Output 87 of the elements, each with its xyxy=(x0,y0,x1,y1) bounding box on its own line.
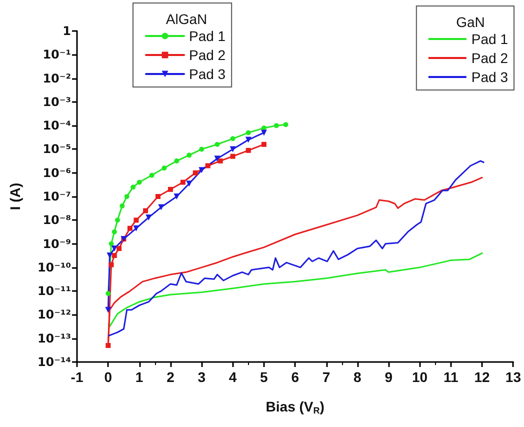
legend-label: Pad 3 xyxy=(189,66,226,82)
text: AlGaN xyxy=(166,11,208,27)
point xyxy=(120,203,125,208)
point xyxy=(112,229,117,234)
x-tick-label: 12 xyxy=(474,369,490,385)
point xyxy=(108,241,114,246)
point xyxy=(136,180,142,185)
point xyxy=(105,306,112,313)
x-tick-label: 13 xyxy=(505,369,522,385)
point xyxy=(174,194,180,200)
point xyxy=(149,172,154,178)
x-tick-label: 7 xyxy=(322,369,330,385)
y-tick-label: 10⁻¹ xyxy=(42,48,71,62)
point xyxy=(162,166,167,171)
point xyxy=(283,122,288,128)
point xyxy=(108,262,114,268)
x-tick-label: 4 xyxy=(228,369,237,385)
point xyxy=(112,252,117,258)
y-tick-label: 10⁻⁴ xyxy=(42,118,71,133)
legend-label: Pad 2 xyxy=(189,47,226,63)
x-tick-label: -1 xyxy=(70,369,84,385)
line-series xyxy=(108,252,483,328)
point xyxy=(130,184,136,190)
y-tick-label: 10⁻³ xyxy=(42,94,71,109)
point xyxy=(115,218,120,223)
y-tick-label: 10⁻² xyxy=(42,71,71,86)
x-tick-label: 2 xyxy=(166,369,175,385)
point xyxy=(245,136,252,143)
y-tick-label: 10⁻¹¹ xyxy=(37,284,71,298)
x-tick-label: 11 xyxy=(443,369,459,385)
point xyxy=(156,194,161,199)
point xyxy=(158,204,164,210)
y-tick-label: 10⁻⁸ xyxy=(42,213,71,228)
x-tick-label: 8 xyxy=(354,369,362,385)
y-tick-label: 10⁻¹⁴ xyxy=(37,355,71,369)
point xyxy=(205,163,210,168)
point xyxy=(174,158,180,164)
y-axis-title: I (A) xyxy=(7,182,23,210)
legend-label: Pad 3 xyxy=(471,69,508,85)
point xyxy=(124,194,130,199)
point xyxy=(230,146,236,152)
point xyxy=(260,130,267,136)
point xyxy=(106,252,113,258)
y-tick-label: 10⁻⁶ xyxy=(42,166,71,180)
point xyxy=(106,290,111,296)
point xyxy=(218,158,223,164)
x-tick-label: 6 xyxy=(291,369,300,385)
legend-label: Pad 1 xyxy=(189,28,226,44)
legend-label: Pad 2 xyxy=(471,50,508,66)
y-tick-label: 10⁻¹⁰ xyxy=(37,260,71,274)
point xyxy=(261,142,266,147)
y-tick-label: 10⁻¹³ xyxy=(37,331,71,346)
x-tick-label: 3 xyxy=(198,369,206,385)
point xyxy=(106,342,111,348)
point xyxy=(111,246,118,252)
point xyxy=(143,208,148,214)
point xyxy=(246,130,251,136)
point xyxy=(230,136,236,142)
line-series xyxy=(108,160,484,336)
point xyxy=(116,246,122,252)
x-tick-label: 9 xyxy=(384,369,393,385)
point xyxy=(127,226,132,231)
x-tick-label: 1 xyxy=(135,369,144,385)
x-tick-label: 5 xyxy=(260,369,268,385)
point xyxy=(246,148,251,153)
point xyxy=(168,186,173,192)
point xyxy=(199,146,204,152)
text: GaN xyxy=(456,14,485,30)
y-tick-label: 10⁻⁷ xyxy=(42,190,71,204)
point xyxy=(214,156,220,162)
legend-label: Pad 1 xyxy=(471,31,508,47)
y-tick-label: 10⁻⁵ xyxy=(42,142,71,156)
y-tick-label: 10⁻⁹ xyxy=(42,236,71,251)
point xyxy=(198,167,205,174)
x-tick-label: 10 xyxy=(412,369,428,385)
point xyxy=(214,142,220,147)
point xyxy=(180,180,186,185)
y-tick-label: 1 xyxy=(62,24,71,38)
point xyxy=(192,170,198,176)
point xyxy=(186,152,192,158)
x-tick-label: 0 xyxy=(104,369,112,385)
point xyxy=(230,154,236,159)
point xyxy=(133,225,140,232)
y-tick-label: 10⁻¹² xyxy=(37,308,71,322)
point xyxy=(274,123,279,128)
point xyxy=(186,180,192,187)
point xyxy=(134,218,139,223)
